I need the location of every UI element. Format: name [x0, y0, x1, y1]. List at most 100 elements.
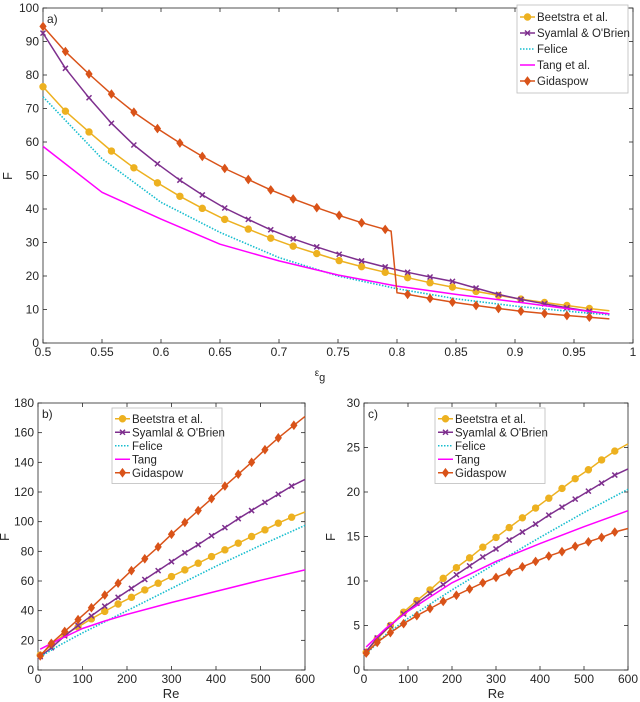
legend-item: Tang: [115, 454, 157, 466]
data-point-x: [473, 285, 480, 292]
legend-item: Gidaspow: [438, 468, 507, 480]
data-point-diamond: [597, 532, 606, 543]
legend: Beetstra et al.Syamlal & O'Brien FeliceTa…: [111, 407, 225, 484]
data-point-x: [267, 226, 274, 233]
legend-box: [434, 407, 546, 484]
data-point-x: [154, 160, 161, 167]
y-tick-label: 180: [14, 396, 34, 410]
series-syamlal-o-brien: [37, 478, 306, 660]
legend-label: Syamlal & O'Brien: [455, 427, 548, 439]
data-point-x: [195, 541, 202, 548]
data-point-circle: [153, 179, 162, 187]
data-point-circle: [518, 514, 527, 522]
y-tick-label: 80: [26, 68, 40, 82]
legend-box: [111, 407, 223, 484]
data-point-circle: [274, 519, 282, 527]
data-point-diamond: [540, 308, 549, 319]
data-point-diamond: [381, 224, 389, 235]
data-point-x: [585, 488, 592, 495]
series-gidaspow: [362, 527, 629, 658]
series-syamlal-o-brien: [363, 468, 629, 655]
legend-label: Beetstra et al.: [132, 414, 203, 426]
series-syamlal-o-brien: [39, 30, 610, 315]
y-tick-label: 20: [347, 485, 361, 499]
data-point-diamond: [441, 467, 450, 478]
data-point-x: [532, 521, 539, 528]
data-point-circle: [261, 526, 269, 534]
data-point-diamond: [36, 651, 44, 661]
data-point-circle: [584, 466, 593, 474]
data-point-diamond: [571, 541, 579, 552]
y-tick-label: 80: [21, 544, 35, 558]
data-point-x: [261, 499, 268, 506]
series-felice: [37, 524, 306, 659]
legend-item: Felice: [438, 441, 486, 453]
legend-label: Tang et al.: [537, 60, 590, 72]
y-tick-label: 140: [14, 455, 34, 469]
data-point-circle: [335, 256, 343, 265]
data-point-diamond: [85, 69, 93, 79]
y-tick-label: 0: [353, 663, 360, 677]
data-point-circle: [313, 249, 321, 258]
x-tick-label: 200: [117, 672, 137, 686]
data-point-diamond: [261, 444, 269, 455]
data-point-diamond: [114, 578, 122, 589]
data-point-diamond: [221, 163, 229, 174]
legend-item: Beetstra et al.: [438, 414, 526, 426]
series-line: [365, 488, 629, 655]
data-point-diamond: [465, 584, 474, 594]
series-tang: [365, 509, 629, 648]
data-point-x: [382, 263, 389, 270]
legend-item: Beetstra et al.: [115, 414, 203, 426]
y-tick-label: 20: [26, 269, 40, 283]
data-point-circle: [381, 268, 389, 277]
data-point-circle: [167, 572, 176, 581]
data-point-x: [524, 29, 531, 37]
y-tick-label: 25: [347, 441, 361, 455]
data-point-x: [572, 496, 579, 503]
data-point-diamond: [130, 107, 138, 118]
data-point-circle: [545, 494, 553, 502]
x-tick-label: 300: [486, 672, 506, 686]
data-point-diamond: [452, 590, 461, 601]
data-point-circle: [289, 242, 297, 250]
legend-label: Syamlal & O'Brien: [132, 427, 225, 439]
data-point-diamond: [545, 551, 553, 561]
data-point-diamond: [39, 21, 47, 32]
legend-label: Felice: [537, 44, 568, 56]
data-point-circle: [558, 484, 566, 493]
data-point-x: [245, 216, 252, 223]
data-point-circle: [479, 543, 487, 551]
legend-item: Tang et al.: [520, 60, 590, 72]
legend-item: Felice: [115, 441, 163, 453]
series-tang-et-al-: [42, 145, 610, 315]
y-tick-label: 60: [26, 135, 40, 149]
data-point-diamond: [313, 202, 321, 213]
data-point-diamond: [47, 638, 55, 649]
data-point-x: [221, 204, 228, 212]
data-point-x: [545, 512, 552, 519]
data-point-diamond: [274, 433, 282, 443]
data-point-diamond: [517, 306, 525, 317]
data-point-diamond: [198, 151, 206, 162]
legend-label: Beetstra et al.: [455, 414, 526, 426]
y-tick-label: 100: [19, 1, 39, 15]
x-tick-label: 600: [618, 672, 638, 686]
data-point-diamond: [61, 626, 69, 637]
series-gidaspow: [36, 415, 306, 661]
series-felice: [42, 96, 610, 316]
x-tick-label: 200: [442, 672, 462, 686]
chart-panel-b: 0 100 200 300 400 500 600 0 20 40 60 80 100 120 140 160…: [0, 396, 315, 701]
data-point-diamond: [494, 303, 503, 314]
data-point-circle: [221, 215, 229, 224]
data-point-circle: [426, 279, 434, 287]
data-point-x: [101, 603, 108, 610]
data-point-diamond: [362, 648, 370, 658]
x-tick-label: 0.95: [562, 345, 586, 359]
data-point-circle: [523, 13, 532, 21]
y-tick-label: 30: [26, 236, 40, 250]
legend-item: Felice: [520, 44, 568, 56]
x-tick-label: 0: [35, 672, 42, 686]
data-point-diamond: [439, 596, 447, 607]
data-point-circle: [465, 554, 474, 562]
